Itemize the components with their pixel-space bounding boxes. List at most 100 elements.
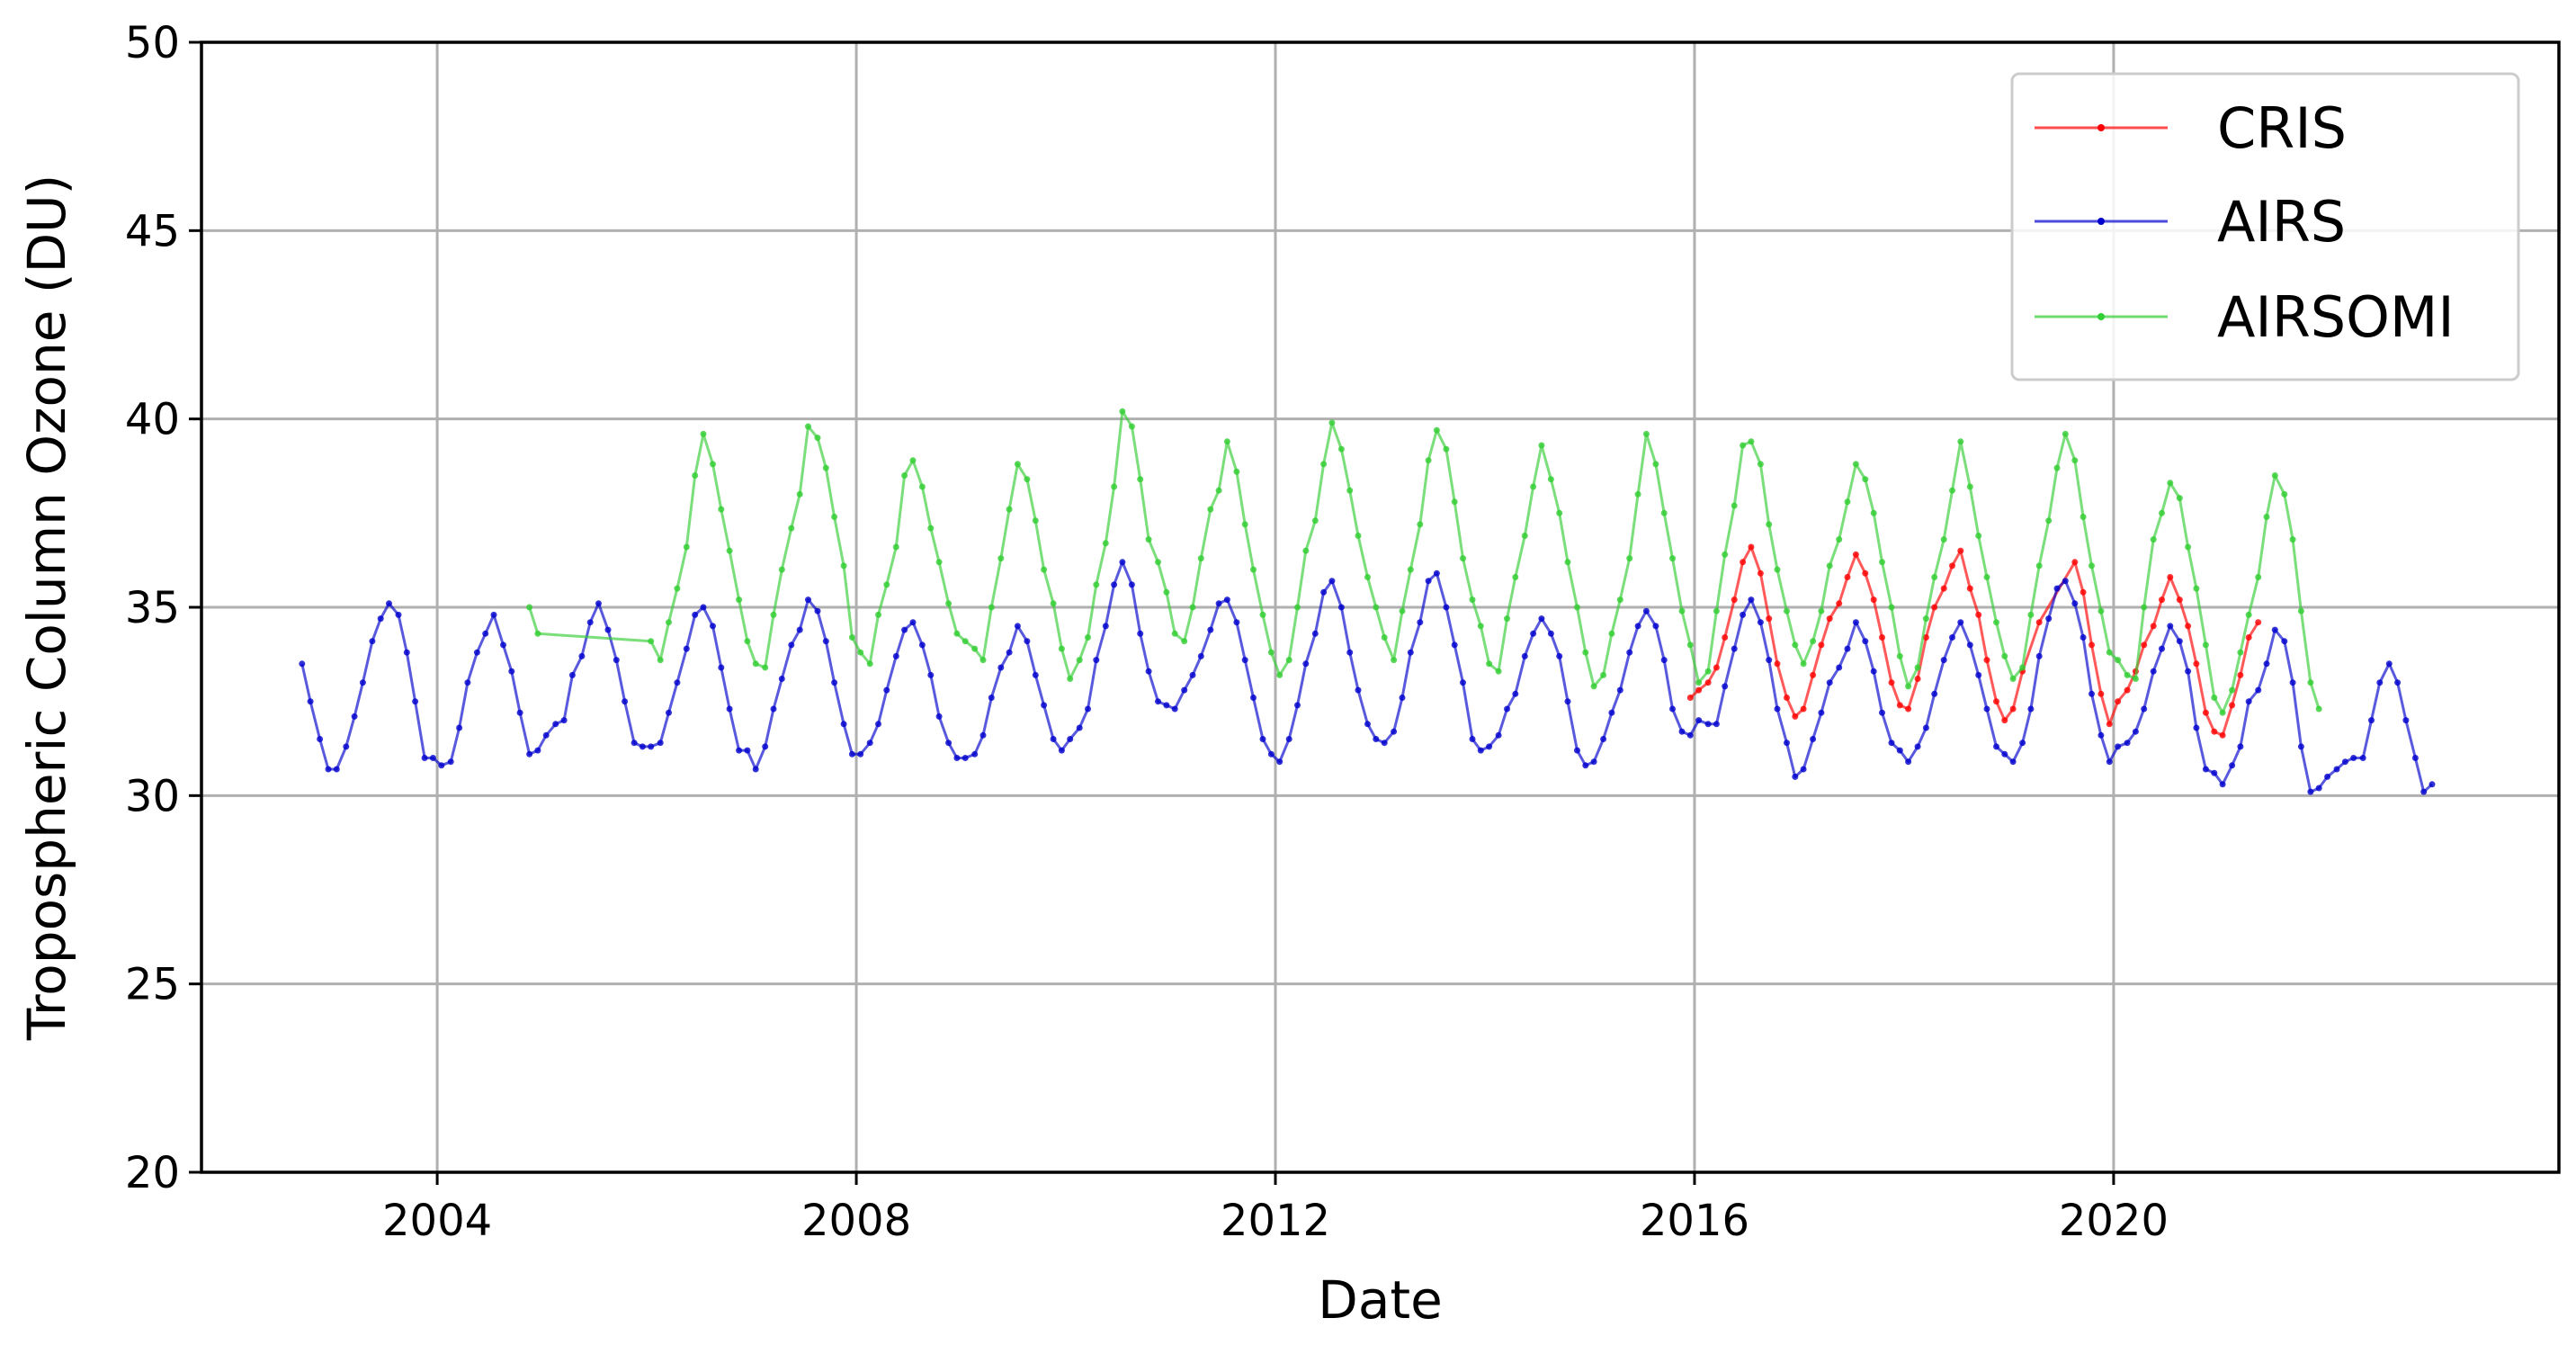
data-point-airs xyxy=(2062,578,2069,585)
data-point-airsomi xyxy=(1460,555,1466,562)
data-point-airs xyxy=(2229,762,2236,769)
data-point-airs xyxy=(1713,721,1720,728)
data-point-airs xyxy=(726,705,733,713)
data-point-cris xyxy=(1766,615,1773,623)
data-point-airsomi xyxy=(1276,671,1284,678)
y-tick-label: 45 xyxy=(125,206,180,256)
data-point-airsomi xyxy=(788,525,795,532)
data-point-airs xyxy=(1477,747,1484,754)
x-tick-label: 2020 xyxy=(2059,1196,2169,1246)
data-point-cris xyxy=(1975,611,1982,618)
data-point-airs xyxy=(1669,705,1676,713)
data-point-airs xyxy=(464,679,471,686)
data-point-airsomi xyxy=(1417,521,1424,528)
data-point-cris xyxy=(1949,562,1955,569)
data-point-cris xyxy=(2176,596,2183,604)
data-point-airsomi xyxy=(2019,664,2026,671)
data-point-airs xyxy=(325,766,332,773)
data-point-airs xyxy=(1792,773,1799,780)
data-point-airsomi xyxy=(1826,562,1833,569)
data-point-airsomi xyxy=(1346,487,1354,494)
data-point-airs xyxy=(490,611,497,618)
data-point-airsomi xyxy=(1634,490,1641,498)
data-point-airs xyxy=(447,758,454,766)
y-tick-label: 20 xyxy=(125,1148,180,1198)
data-point-airs xyxy=(2315,785,2322,792)
data-point-airs xyxy=(892,652,899,659)
data-point-airs xyxy=(1119,559,1126,566)
data-point-airsomi xyxy=(1590,683,1597,690)
data-point-airsomi xyxy=(2001,652,2008,659)
data-point-cris xyxy=(1852,551,1859,558)
data-point-airs xyxy=(395,611,402,618)
data-point-cris xyxy=(1810,671,1817,678)
data-point-airsomi xyxy=(1731,502,1738,509)
data-point-airs xyxy=(307,698,314,705)
data-point-airsomi xyxy=(1564,559,1571,566)
data-point-airs xyxy=(814,607,821,614)
data-point-airs xyxy=(1215,600,1222,607)
data-point-cris xyxy=(2193,660,2200,668)
data-point-airs xyxy=(1241,657,1248,664)
data-point-airsomi xyxy=(814,435,821,442)
data-point-airsomi xyxy=(2027,611,2035,618)
data-point-airs xyxy=(456,724,463,731)
data-point-airs xyxy=(2255,686,2262,694)
data-point-airsomi xyxy=(1041,566,1048,573)
data-point-airs xyxy=(648,743,655,750)
data-point-airsomi xyxy=(1582,649,1589,656)
data-point-airs xyxy=(1014,623,1021,630)
data-point-airs xyxy=(1443,604,1450,611)
legend-label-airsomi: AIRSOMI xyxy=(2217,284,2455,350)
data-point-airsomi xyxy=(1223,438,1230,445)
data-point-airs xyxy=(1652,623,1659,630)
data-point-airsomi xyxy=(1145,536,1152,543)
x-tick-label: 2008 xyxy=(801,1196,911,1246)
data-point-cris xyxy=(2115,698,2122,705)
data-point-airs xyxy=(1006,649,1013,656)
data-point-airsomi xyxy=(710,461,716,468)
data-point-airsomi xyxy=(674,585,681,592)
data-point-cris xyxy=(1713,664,1720,671)
data-point-airsomi xyxy=(1373,604,1380,611)
data-point-airsomi xyxy=(1311,517,1319,525)
data-point-airsomi xyxy=(1215,487,1222,494)
data-point-airsomi xyxy=(892,543,899,551)
data-point-cris xyxy=(1844,574,1851,580)
data-point-airs xyxy=(2193,724,2200,731)
data-point-airs xyxy=(1111,581,1118,588)
data-point-cris xyxy=(1695,686,1703,694)
data-point-airsomi xyxy=(2097,607,2105,614)
data-point-airsomi xyxy=(526,604,533,611)
data-point-airsomi xyxy=(1852,461,1859,468)
data-point-airs xyxy=(429,755,436,761)
data-point-airsomi xyxy=(2255,574,2262,580)
data-point-airs xyxy=(1128,581,1135,588)
data-point-airs xyxy=(909,619,917,626)
data-point-airs xyxy=(2281,638,2288,645)
data-point-airs xyxy=(1259,736,1266,742)
data-point-airs xyxy=(2219,781,2226,788)
data-point-airs xyxy=(1922,724,1929,731)
data-point-airsomi xyxy=(1119,408,1126,415)
data-point-airs xyxy=(421,755,428,761)
data-point-cris xyxy=(1774,660,1781,668)
data-point-airs xyxy=(552,721,559,728)
data-point-airs xyxy=(2124,740,2131,747)
data-point-airsomi xyxy=(1058,645,1065,652)
data-point-airs xyxy=(1024,638,1031,645)
data-point-airs xyxy=(1067,736,1074,742)
data-point-airsomi xyxy=(979,657,987,664)
data-point-airsomi xyxy=(997,555,1005,562)
data-point-airs xyxy=(857,750,864,758)
data-point-airs xyxy=(1469,736,1476,742)
data-point-cris xyxy=(1800,705,1807,713)
data-point-cris xyxy=(1704,679,1712,686)
data-point-cris xyxy=(1784,695,1790,701)
data-point-airsomi xyxy=(1652,461,1659,468)
data-point-airsomi xyxy=(857,649,864,656)
data-point-airsomi xyxy=(692,472,699,479)
data-point-airsomi xyxy=(1792,641,1799,649)
data-point-airs xyxy=(657,740,664,747)
